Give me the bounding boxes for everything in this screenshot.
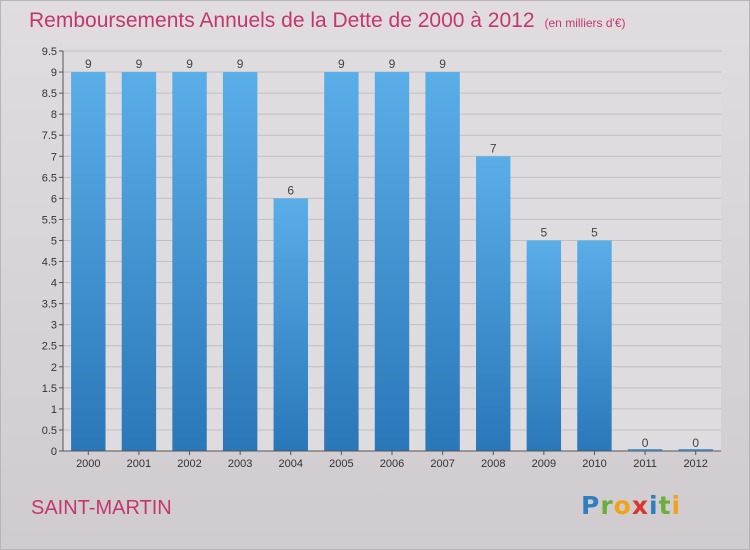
y-tick-label: 3 bbox=[51, 320, 57, 332]
bar bbox=[71, 72, 106, 451]
bar bbox=[425, 72, 460, 451]
x-axis-ticks: 2000 2001 2002 2003 2004 2005 2006 2007 2008 2009… bbox=[76, 451, 708, 470]
y-axis-ticks: 0 0.5 1 1.5 2 2.5 3 3.5 4 4.5 5 5.5 6 6.5 7 7.5 8 8.5 9 9.5 bbox=[42, 46, 63, 458]
chart-unit: (en milliers d'€) bbox=[544, 16, 626, 30]
bar-value-label: 9 bbox=[439, 57, 446, 71]
bar-value-label: 7 bbox=[490, 141, 497, 155]
bar-value-label: 9 bbox=[85, 57, 92, 71]
x-tick-label: 2008 bbox=[481, 458, 505, 470]
y-tick-label: 5.5 bbox=[42, 214, 57, 226]
bar bbox=[172, 72, 207, 451]
bar-value-label: 9 bbox=[136, 57, 143, 71]
bars: 9 9 9 9 6 9 9 9 7 5 5 0 0 bbox=[71, 57, 713, 451]
place-name: SAINT-MARTIN bbox=[31, 497, 172, 519]
y-tick-label: 9.5 bbox=[42, 46, 57, 58]
y-tick-label: 8 bbox=[51, 109, 57, 121]
x-tick-label: 2004 bbox=[279, 458, 303, 470]
proxiti-logo: Proxiti bbox=[581, 491, 681, 520]
x-tick-label: 2001 bbox=[127, 458, 151, 470]
y-tick-label: 3.5 bbox=[42, 299, 57, 311]
x-tick-label: 2007 bbox=[430, 458, 454, 470]
y-tick-label: 6 bbox=[51, 193, 57, 205]
bar bbox=[273, 198, 308, 451]
x-tick-label: 2009 bbox=[532, 458, 556, 470]
y-tick-label: 7 bbox=[51, 151, 57, 163]
logo-letter: o bbox=[613, 491, 632, 520]
bar-value-label: 5 bbox=[591, 225, 598, 239]
y-tick-label: 8.5 bbox=[42, 88, 57, 100]
logo-letter: i bbox=[649, 491, 659, 520]
y-tick-label: 1 bbox=[51, 404, 57, 416]
bar-value-label: 6 bbox=[287, 183, 294, 197]
bar-value-label: 0 bbox=[692, 436, 699, 450]
y-tick-label: 9 bbox=[51, 67, 57, 79]
x-tick-label: 2011 bbox=[633, 458, 657, 470]
bar bbox=[476, 156, 511, 451]
x-tick-label: 2005 bbox=[329, 458, 353, 470]
bar-value-label: 9 bbox=[237, 57, 244, 71]
logo-letter: x bbox=[631, 491, 649, 520]
x-tick-label: 2006 bbox=[380, 458, 404, 470]
bar bbox=[121, 72, 157, 451]
bar-value-label: 9 bbox=[186, 57, 193, 71]
y-tick-label: 2 bbox=[51, 362, 57, 374]
bar-value-label: 9 bbox=[338, 57, 345, 71]
bar bbox=[222, 72, 258, 451]
bar bbox=[577, 240, 612, 451]
bar-value-label: 0 bbox=[642, 436, 649, 450]
logo-letter: t bbox=[658, 491, 672, 520]
bar-value-label: 5 bbox=[541, 225, 548, 239]
y-tick-label: 0 bbox=[51, 446, 57, 458]
logo-letter: r bbox=[600, 491, 614, 520]
bar-value-label: 9 bbox=[389, 57, 396, 71]
bar bbox=[324, 72, 359, 451]
y-tick-label: 4 bbox=[51, 278, 57, 290]
y-tick-label: 2.5 bbox=[42, 341, 57, 353]
x-tick-label: 2012 bbox=[683, 458, 707, 470]
y-tick-label: 5 bbox=[51, 235, 57, 247]
x-tick-label: 2000 bbox=[76, 458, 100, 470]
chart-title-text: Remboursements Annuels de la Dette de 20… bbox=[29, 9, 535, 32]
logo-letter: P bbox=[581, 491, 601, 520]
y-tick-label: 6.5 bbox=[42, 172, 57, 184]
x-tick-label: 2003 bbox=[228, 458, 252, 470]
bar bbox=[526, 240, 562, 451]
y-tick-label: 0.5 bbox=[42, 425, 57, 437]
y-tick-label: 7.5 bbox=[42, 130, 57, 142]
logo-letter: i bbox=[671, 491, 682, 520]
bar bbox=[374, 72, 410, 451]
chart-title: Remboursements Annuels de la Dette de 20… bbox=[29, 9, 626, 33]
y-tick-label: 1.5 bbox=[42, 383, 57, 395]
x-tick-label: 2002 bbox=[177, 458, 201, 470]
x-tick-label: 2010 bbox=[582, 458, 606, 470]
y-tick-label: 4.5 bbox=[42, 257, 57, 269]
